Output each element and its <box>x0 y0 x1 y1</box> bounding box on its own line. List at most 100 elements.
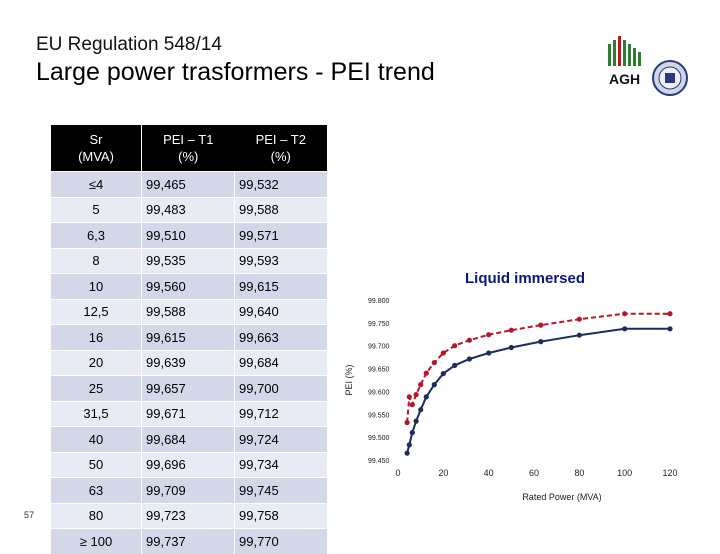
cell-pei-t1: 99,684 <box>141 426 235 452</box>
cell-pei-t2: 99,700 <box>234 375 327 401</box>
x-tick-label: 60 <box>529 468 539 478</box>
slide-subtitle: EU Regulation 548/14 <box>36 34 222 55</box>
y-tick-label: 99.750 <box>368 321 390 328</box>
cell-pei-t2: 99,532 <box>234 171 327 197</box>
pei-trend-chart: 99.450 99.500 99.550 99.600 99.650 99.700 99.7… <box>344 298 678 502</box>
y-tick-label: 99.550 <box>368 412 390 419</box>
cell-pei-t1: 99,465 <box>141 171 235 197</box>
data-point-series-1 <box>622 326 628 332</box>
x-tick-label: 80 <box>574 468 584 478</box>
x-axis-label: Rated Power (MVA) <box>522 492 601 502</box>
data-point-series-2 <box>418 382 424 388</box>
agh-logo-text: AGH <box>609 71 640 87</box>
x-tick-label: 100 <box>617 468 632 478</box>
table-row: 50 99,696 99,734 <box>51 451 327 478</box>
cell-pei-t2: 99,712 <box>234 400 327 427</box>
data-point-series-1 <box>404 450 410 456</box>
data-point-series-2 <box>452 343 458 349</box>
chart-title: Liquid immersed <box>465 270 586 287</box>
cell-pei-t1: 99,510 <box>141 222 235 248</box>
cell-sr: 20 <box>51 349 142 376</box>
table-row: ≥ 100 99,737 99,770 <box>51 528 327 554</box>
data-point-series-1 <box>418 407 424 413</box>
data-point-series-1 <box>431 382 437 388</box>
table-row: 5 99,483 99,588 <box>51 196 327 223</box>
seal-logo <box>652 60 688 96</box>
data-point-series-2 <box>406 394 412 400</box>
y-tick-label: 99.700 <box>368 344 390 351</box>
series-line-1 <box>406 327 670 454</box>
cell-sr: 5 <box>51 196 142 223</box>
cell-pei-t2: 99,758 <box>234 502 327 529</box>
agh-logo: AGH <box>608 36 641 87</box>
x-tick-label: 20 <box>438 468 448 478</box>
x-tick-label: 120 <box>662 468 677 478</box>
cell-sr: 50 <box>51 451 142 478</box>
data-point-series-1 <box>486 350 492 356</box>
table-row: 63 99,709 99,745 <box>51 477 327 503</box>
university-logos: AGH <box>608 36 688 96</box>
cell-pei-t2: 99,615 <box>234 273 327 299</box>
series-line-2 <box>406 312 670 423</box>
cell-pei-t2: 99,745 <box>234 477 327 503</box>
table-row: 40 99,684 99,724 <box>51 426 327 452</box>
cell-pei-t2: 99,724 <box>234 426 327 452</box>
cell-pei-t2: 99,770 <box>234 528 327 554</box>
table-row: 8 99,535 99,593 <box>51 247 327 274</box>
cell-pei-t2: 99,684 <box>234 349 327 376</box>
cell-pei-t2: 99,640 <box>234 298 327 325</box>
y-tick-label: 99.500 <box>368 435 390 442</box>
data-point-series-1 <box>466 356 472 362</box>
cell-pei-t1: 99,657 <box>141 375 235 401</box>
cell-pei-t1: 99,588 <box>141 298 235 325</box>
data-point-series-1 <box>452 362 458 368</box>
table-row: 6,3 99,510 99,571 <box>51 222 327 248</box>
data-point-series-2 <box>508 327 514 333</box>
cell-sr: 25 <box>51 375 142 401</box>
data-point-series-1 <box>440 371 446 377</box>
data-point-series-1 <box>406 442 412 448</box>
table-header-row: Sr (MVA) PEI – T1 (%) PEI – T2 (%) <box>51 125 327 172</box>
y-tick-label: 99.800 <box>368 298 390 305</box>
cell-pei-t1: 99,671 <box>141 400 235 427</box>
cell-pei-t1: 99,737 <box>141 528 235 554</box>
data-point-series-1 <box>667 326 673 332</box>
cell-pei-t1: 99,560 <box>141 273 235 299</box>
cell-sr: 16 <box>51 324 142 350</box>
cell-sr: 40 <box>51 426 142 452</box>
data-point-series-2 <box>404 419 410 426</box>
data-point-series-2 <box>466 337 472 343</box>
cell-sr: ≤4 <box>51 171 142 197</box>
cell-pei-t1: 99,723 <box>141 502 235 529</box>
cell-sr: 31,5 <box>51 400 142 427</box>
data-point-series-1 <box>576 332 582 338</box>
pei-table: Sr (MVA) PEI – T1 (%) PEI – T2 (%) ≤4 99,465… <box>51 125 327 554</box>
data-point-series-2 <box>622 311 628 317</box>
cell-pei-t1: 99,709 <box>141 477 235 503</box>
data-point-series-1 <box>409 430 415 436</box>
cell-sr: 8 <box>51 247 142 274</box>
header-pei-t1: PEI – T1 (%) <box>141 125 235 172</box>
table-row: 10 99,560 99,615 <box>51 273 327 299</box>
cell-pei-t2: 99,734 <box>234 451 327 478</box>
cell-pei-t1: 99,639 <box>141 349 235 376</box>
cell-sr: 80 <box>51 502 142 529</box>
cell-pei-t2: 99,571 <box>234 222 327 248</box>
data-point-series-2 <box>413 392 419 398</box>
cell-sr: 6,3 <box>51 222 142 248</box>
cell-pei-t2: 99,663 <box>234 324 327 350</box>
table-row: 12,5 99,588 99,640 <box>51 298 327 325</box>
cell-pei-t1: 99,696 <box>141 451 235 478</box>
x-tick-label: 0 <box>395 468 400 478</box>
cell-sr: ≥ 100 <box>51 528 142 554</box>
y-tick-label: 99.450 <box>368 458 390 465</box>
y-tick-label: 99.650 <box>368 367 390 374</box>
data-point-series-1 <box>508 344 514 351</box>
table-row: 16 99,615 99,663 <box>51 324 327 350</box>
cell-pei-t2: 99,588 <box>234 196 327 223</box>
table-row: 25 99,657 99,700 <box>51 375 327 401</box>
y-axis-label: PEI (%) <box>344 364 354 395</box>
data-point-series-2 <box>538 322 544 328</box>
cell-pei-t1: 99,483 <box>141 196 235 223</box>
data-point-series-2 <box>431 360 437 366</box>
